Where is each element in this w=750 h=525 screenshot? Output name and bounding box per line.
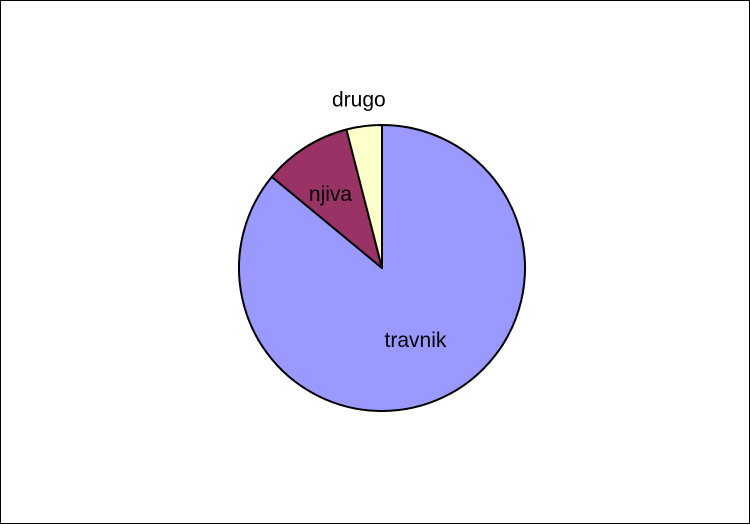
pie-slice-drugo: [345, 124, 383, 269]
slice-label-njiva: njiva: [309, 183, 353, 206]
slice-label-travnik: travnik: [385, 329, 447, 352]
pie-slice-travnik: [238, 124, 526, 412]
slice-label-drugo: drugo: [332, 89, 386, 112]
